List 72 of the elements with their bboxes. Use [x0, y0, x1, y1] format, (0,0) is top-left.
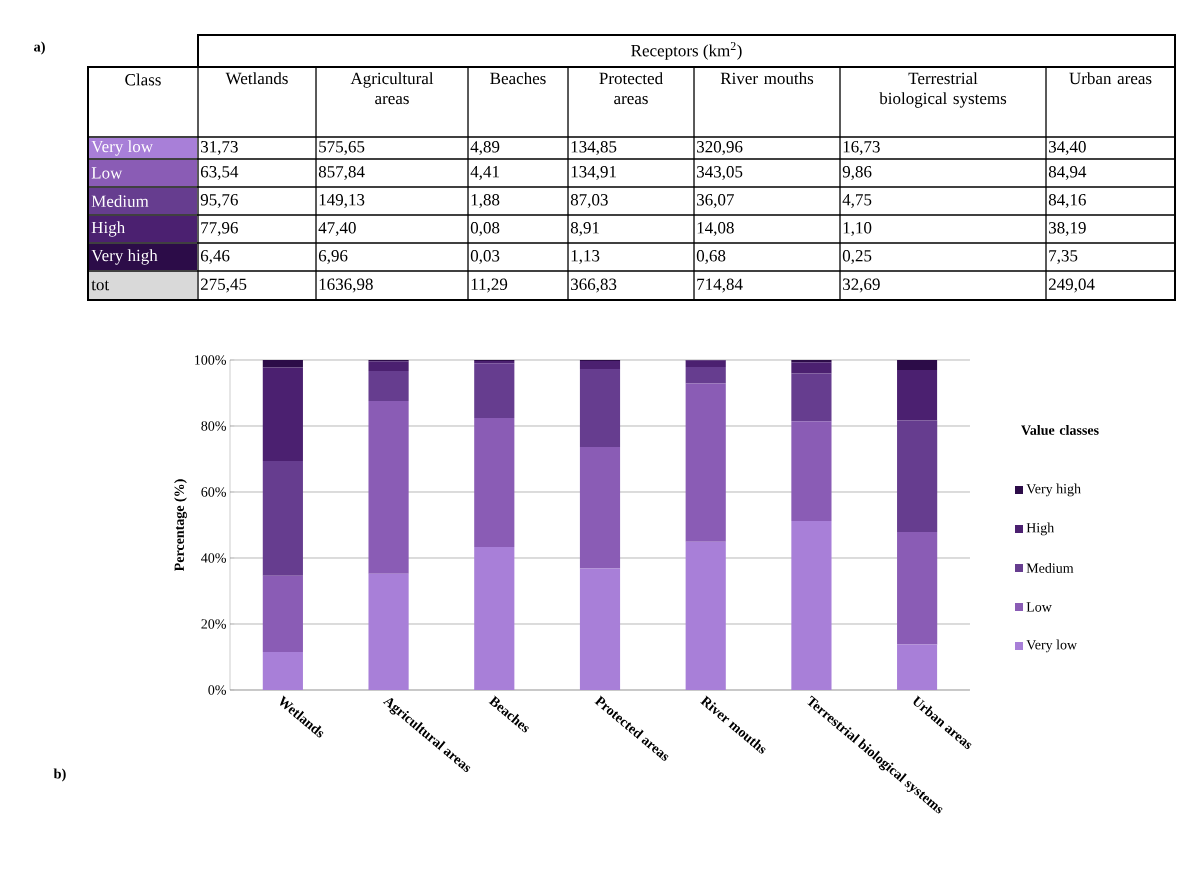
y-tick-label: 80% [201, 421, 226, 431]
legend-label: Very high [1026, 483, 1081, 497]
category-label: tot [91, 280, 110, 291]
y-tick-label: 100% [195, 355, 226, 365]
y-tick-label: 20% [201, 619, 226, 629]
text: 343,05 [697, 166, 743, 180]
text: 11,29 [471, 278, 508, 293]
legend-label: Low [1026, 602, 1052, 612]
y-tick-label: 60% [201, 487, 226, 497]
text: 14,08 [697, 222, 734, 236]
category-label: Urban areas [1069, 72, 1152, 85]
text: 714,84 [697, 278, 743, 293]
text: 4,75 [842, 194, 872, 208]
text: 1,88 [471, 194, 500, 208]
text: 47,40 [318, 222, 356, 236]
category-label: Very high [91, 249, 158, 265]
text: 6,46 [200, 250, 230, 264]
text: 0,08 [470, 222, 500, 236]
text: b) [53, 768, 66, 782]
text: 575,65 [319, 141, 365, 155]
y-axis-title: Percentage (%) [174, 479, 187, 572]
text: 249,04 [1048, 278, 1095, 293]
category-label: Agricultural areas [350, 72, 434, 105]
category-label: High [91, 221, 125, 237]
text: 857,84 [318, 166, 365, 180]
y-tick-label: 0% [208, 685, 226, 695]
category-label: Wetlands [225, 72, 288, 85]
category-label: Beaches [490, 72, 546, 85]
text: 1,13 [571, 250, 600, 264]
text: 275,45 [200, 278, 247, 293]
text: 84,94 [1048, 166, 1087, 180]
text: 0,03 [470, 250, 500, 264]
text: Class [125, 73, 161, 86]
text: 8,91 [570, 222, 599, 236]
text: 34,40 [1049, 141, 1086, 155]
text: 366,83 [571, 278, 617, 293]
text: 1,10 [843, 222, 872, 236]
text: 63,54 [200, 166, 239, 180]
legend-label: Very low [1026, 639, 1078, 653]
text: 134,85 [571, 141, 617, 155]
text: 87,03 [570, 194, 608, 208]
text: 77,96 [201, 222, 238, 236]
category-label: River mouths [720, 72, 814, 85]
text: 7,35 [1049, 250, 1078, 264]
text: 31,73 [201, 141, 238, 155]
text: 32,69 [843, 278, 880, 293]
text: 320,96 [697, 141, 743, 155]
text: 149,13 [319, 194, 365, 208]
category-label: Low [91, 167, 123, 179]
y-tick-label: 40% [201, 553, 226, 563]
text: 4,89 [470, 141, 500, 155]
text: 95,76 [200, 194, 238, 208]
category-label: Protected areas [599, 72, 663, 105]
text: a) [34, 41, 45, 55]
text: 4,41 [470, 166, 499, 180]
text: Receptors (km$^{2}$) [631, 42, 742, 60]
text: 38,19 [1049, 222, 1086, 236]
text: 6,96 [318, 250, 348, 264]
legend-label: High [1026, 522, 1055, 536]
text: 134,91 [571, 166, 616, 180]
category-label: Medium [91, 195, 149, 207]
text: 36,07 [697, 194, 734, 208]
text: 9,86 [842, 166, 872, 180]
text: 0,25 [842, 250, 872, 264]
text: 0,68 [696, 250, 726, 264]
category-label: Terrestrial biological systems [879, 72, 1007, 108]
text: 1636,98 [319, 278, 373, 293]
text: 84,16 [1048, 194, 1086, 208]
category-label: Very low [91, 140, 153, 156]
text: 16,73 [843, 141, 880, 155]
legend-title: Value classes [1021, 425, 1099, 435]
legend-label: Medium [1026, 563, 1074, 573]
